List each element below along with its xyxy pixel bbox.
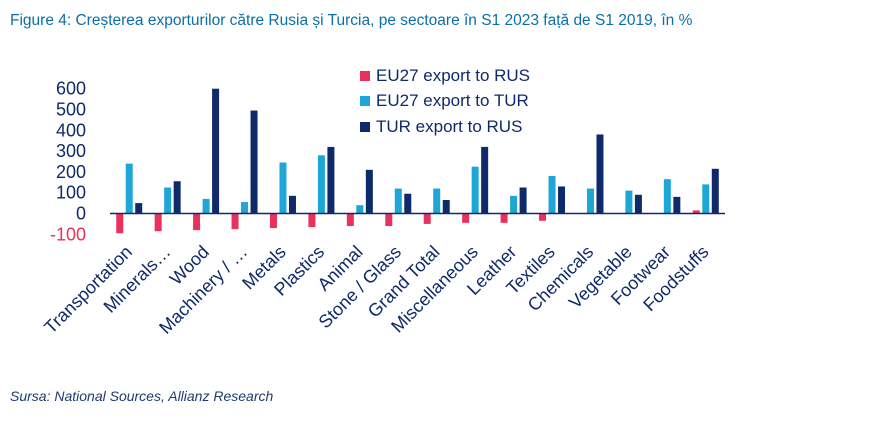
bar-series — [116, 88, 719, 234]
y-tick-label: 500 — [56, 100, 86, 120]
bar — [711, 168, 719, 214]
legend-swatch — [360, 122, 370, 132]
bar — [193, 213, 201, 231]
bar — [519, 187, 527, 214]
bar — [212, 88, 220, 214]
chart-legend: EU27 export to RUS EU27 export to TUR TUR … — [360, 66, 530, 136]
bar — [663, 179, 671, 214]
y-tick-label: 100 — [56, 183, 86, 203]
y-tick-label: 400 — [56, 120, 86, 140]
y-tick-label: 300 — [56, 141, 86, 161]
bar — [423, 213, 431, 224]
bar — [346, 213, 354, 226]
bar — [548, 176, 556, 214]
bar — [356, 205, 364, 214]
bar — [596, 134, 604, 214]
y-tick-label: 0 — [76, 204, 86, 224]
bar — [539, 213, 547, 221]
legend-label: EU27 export to RUS — [376, 66, 530, 85]
bar — [269, 213, 277, 229]
bar — [308, 213, 316, 228]
bar — [692, 210, 700, 214]
bar — [116, 213, 124, 234]
bar — [365, 169, 373, 214]
bar — [673, 196, 681, 214]
bar — [241, 202, 249, 214]
bar — [481, 146, 489, 214]
bar — [702, 184, 710, 214]
bar — [125, 163, 133, 214]
bar — [173, 181, 181, 214]
legend-label: EU27 export to TUR — [376, 91, 529, 110]
bar — [634, 194, 642, 214]
legend-swatch — [360, 71, 370, 81]
bar — [135, 203, 143, 214]
bar — [164, 187, 172, 214]
bar — [500, 213, 508, 223]
bar — [462, 213, 470, 223]
y-tick-label: 600 — [56, 79, 86, 99]
bar — [558, 186, 566, 214]
bar-chart: EU27 export to RUS EU27 export to TUR TUR … — [40, 66, 725, 338]
legend-label: TUR export to RUS — [376, 117, 522, 136]
bar — [471, 166, 479, 214]
bar — [586, 188, 594, 214]
bar — [385, 213, 393, 226]
y-tick-label: -100 — [50, 224, 86, 244]
bar — [231, 213, 239, 230]
chart-title: Figure 4: Creșterea exporturilor către R… — [10, 12, 693, 29]
bar — [625, 190, 633, 214]
y-tick-label: 200 — [56, 162, 86, 182]
bar — [317, 155, 325, 214]
bar — [510, 195, 518, 214]
bar — [442, 199, 450, 214]
bar — [154, 213, 162, 232]
bar — [433, 188, 441, 214]
bar — [327, 146, 335, 214]
bar — [394, 188, 402, 214]
bar — [404, 193, 412, 214]
bar — [279, 162, 287, 214]
bar — [202, 198, 210, 214]
bar — [250, 110, 258, 214]
chart-source: Sursa: National Sources, Allianz Researc… — [10, 388, 274, 404]
legend-swatch — [360, 96, 370, 106]
bar — [288, 195, 296, 214]
